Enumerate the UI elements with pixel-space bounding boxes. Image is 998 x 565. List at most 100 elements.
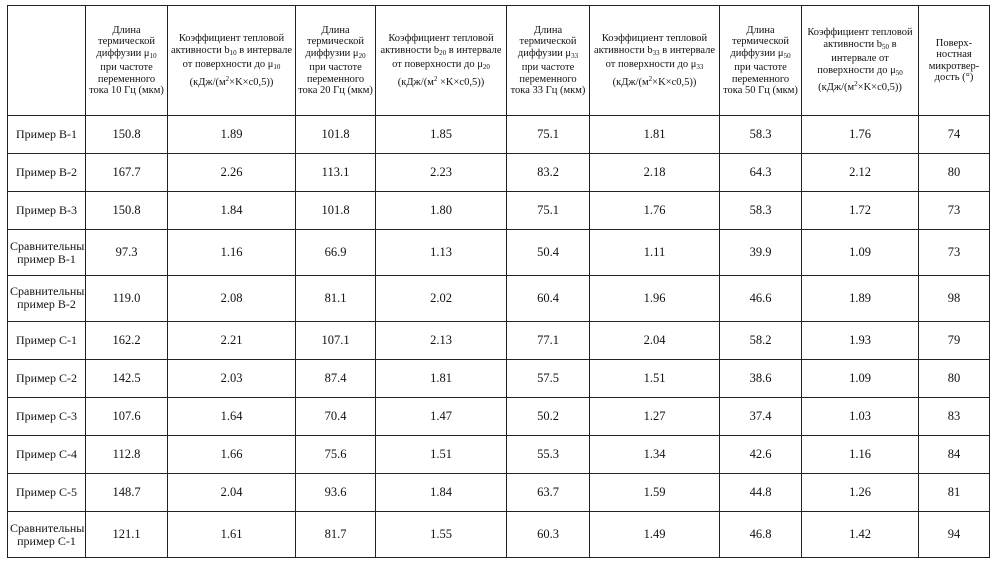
table-cell: 58.3 — [720, 116, 802, 154]
header-text: при частоте переменного тока 20 Гц (мкм) — [298, 62, 373, 96]
table-cell: 1.26 — [802, 474, 919, 512]
table-cell: 113.1 — [296, 154, 376, 192]
table-cell: 97.3 — [86, 230, 168, 276]
table-cell: 84 — [919, 436, 990, 474]
data-table: Длина термической диффузии μ 10 при часто… — [7, 5, 990, 558]
table-cell: 2.12 — [802, 154, 919, 192]
table-cell: 1.13 — [376, 230, 507, 276]
row-label: Пример B-3 — [8, 192, 86, 230]
row-label: Сравнительный пример B-1 — [8, 230, 86, 276]
header-text: Длина термической диффузии μ — [305, 25, 364, 59]
header-subscript: 50 — [784, 52, 791, 60]
table-cell: 39.9 — [720, 230, 802, 276]
table-cell: 75.1 — [507, 192, 590, 230]
table-cell: 1.03 — [802, 397, 919, 435]
row-label: Пример B-2 — [8, 154, 86, 192]
table-cell: 107.6 — [86, 397, 168, 435]
table-cell: 60.3 — [507, 512, 590, 558]
table-cell: 73 — [919, 192, 990, 230]
table-cell: 107.1 — [296, 321, 376, 359]
table-cell: 148.7 — [86, 474, 168, 512]
row-label: Пример C-3 — [8, 397, 86, 435]
table-cell: 94 — [919, 512, 990, 558]
table-cell: 63.7 — [507, 474, 590, 512]
table-cell: 37.4 — [720, 397, 802, 435]
table-row: Пример B-1150.81.89101.81.8575.11.8158.3… — [8, 116, 990, 154]
header-diffusion-10hz: Длина термической диффузии μ10 при часто… — [86, 6, 168, 116]
table-cell: 2.04 — [590, 321, 720, 359]
table-cell: 64.3 — [720, 154, 802, 192]
row-label: Сравнительный пример B-2 — [8, 276, 86, 322]
table-cell: 1.16 — [802, 436, 919, 474]
row-label: Пример B-1 — [8, 116, 86, 154]
table-cell: 1.09 — [802, 230, 919, 276]
table-cell: 2.26 — [168, 154, 296, 192]
table-cell: 2.02 — [376, 276, 507, 322]
table-row: Пример C-1162.22.21107.12.1377.12.0458.2… — [8, 321, 990, 359]
table-cell: 1.76 — [590, 192, 720, 230]
table-cell: 55.3 — [507, 436, 590, 474]
table-cell: 2.18 — [590, 154, 720, 192]
table-cell: 1.16 — [168, 230, 296, 276]
table-cell: 1.85 — [376, 116, 507, 154]
table-cell: 70.4 — [296, 397, 376, 435]
table-cell: 1.89 — [168, 116, 296, 154]
table-cell: 73 — [919, 230, 990, 276]
table-cell: 1.59 — [590, 474, 720, 512]
header-subscript: 20 — [483, 63, 490, 71]
table-cell: 1.89 — [802, 276, 919, 322]
table-cell: 1.27 — [590, 397, 720, 435]
table-cell: 44.8 — [720, 474, 802, 512]
header-text: (кДж/(м — [398, 77, 434, 88]
table-cell: 2.04 — [168, 474, 296, 512]
table-cell: 1.66 — [168, 436, 296, 474]
header-subscript: 33 — [653, 49, 660, 57]
header-microhardness: Поверх-ностная микротвер-дость (°) — [919, 6, 990, 116]
table-row: Пример C-5148.72.0493.61.8463.71.5944.81… — [8, 474, 990, 512]
header-text: (кДж/(м — [818, 82, 854, 93]
table-cell: 119.0 — [86, 276, 168, 322]
table-cell: 58.2 — [720, 321, 802, 359]
table-cell: 75.6 — [296, 436, 376, 474]
table-cell: 83 — [919, 397, 990, 435]
header-subscript: 10 — [150, 52, 157, 60]
table-cell: 1.11 — [590, 230, 720, 276]
header-activity-50: Коэффициент тепловой активности b50 в ин… — [802, 6, 919, 116]
table-cell: 1.61 — [168, 512, 296, 558]
table-cell: 83.2 — [507, 154, 590, 192]
header-text: ×K×c0,5)) — [858, 82, 902, 93]
table-cell: 38.6 — [720, 359, 802, 397]
header-text: при частоте переменного тока 33 Гц (мкм) — [511, 62, 586, 96]
row-label: Сравнительный пример C-1 — [8, 512, 86, 558]
table-row: Пример C-3107.61.6470.41.4750.21.2737.41… — [8, 397, 990, 435]
header-corner — [8, 6, 86, 116]
table-cell: 58.3 — [720, 192, 802, 230]
table-cell: 81 — [919, 474, 990, 512]
table-cell: 80 — [919, 154, 990, 192]
table-cell: 1.81 — [590, 116, 720, 154]
header-text: (кДж/(м — [190, 77, 226, 88]
row-label: Пример C-4 — [8, 436, 86, 474]
table-cell: 87.4 — [296, 359, 376, 397]
table-cell: 74 — [919, 116, 990, 154]
table-cell: 1.64 — [168, 397, 296, 435]
table-cell: 1.84 — [168, 192, 296, 230]
header-text: при частоте переменного тока 50 Гц (мкм) — [723, 62, 798, 96]
header-text: Поверх-ностная микротвер-дость (°) — [929, 38, 980, 84]
table-cell: 2.13 — [376, 321, 507, 359]
header-text: Длина термической диффузии μ — [518, 25, 577, 59]
table-cell: 1.76 — [802, 116, 919, 154]
table-cell: 150.8 — [86, 192, 168, 230]
table-cell: 1.34 — [590, 436, 720, 474]
table-cell: 81.1 — [296, 276, 376, 322]
row-label: Пример C-2 — [8, 359, 86, 397]
table-cell: 75.1 — [507, 116, 590, 154]
header-diffusion-50hz: Длина термической диффузии μ50 при часто… — [720, 6, 802, 116]
header-text: (кДж/(м — [613, 77, 649, 88]
table-cell: 81.7 — [296, 512, 376, 558]
table-row: Сравнительный пример B-197.31.1666.91.13… — [8, 230, 990, 276]
table-cell: 93.6 — [296, 474, 376, 512]
table-cell: 2.21 — [168, 321, 296, 359]
table-row: Пример C-4112.81.6675.61.5155.31.3442.61… — [8, 436, 990, 474]
table-row: Пример C-2142.52.0387.41.8157.51.5138.61… — [8, 359, 990, 397]
